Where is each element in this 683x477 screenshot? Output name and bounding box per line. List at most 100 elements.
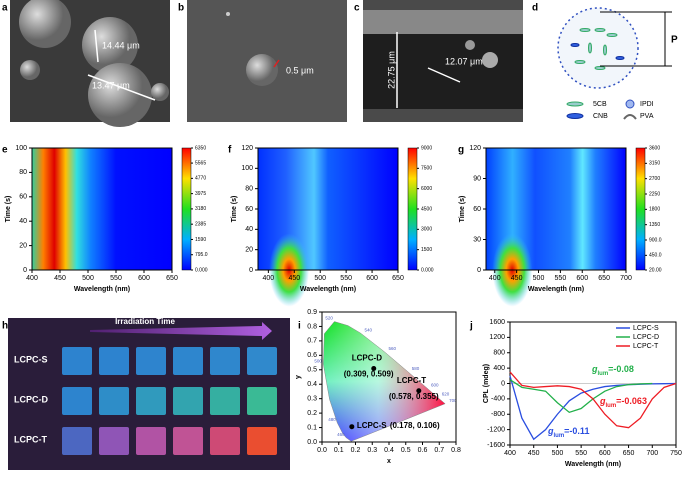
y-tick-label: 100 [15, 145, 27, 152]
colorbar-label: 0.000 [421, 267, 434, 273]
wavelength-label: 480 [328, 417, 336, 422]
x-axis-title: Wavelength (nm) [528, 286, 584, 293]
y-tick-label: 1200 [489, 334, 505, 341]
y-tick-label: 30 [473, 236, 481, 243]
molecules [570, 28, 625, 70]
sphere [246, 54, 278, 86]
y-tick-label: 0.1 [307, 424, 317, 431]
colorbar-label: 20.00 [649, 267, 662, 273]
y-tick-label: 400 [493, 365, 505, 372]
x-tick-label: 500 [533, 275, 545, 282]
x-tick-label: 0.7 [434, 447, 444, 454]
wavelength-label: 580 [412, 366, 420, 371]
x-tick-label: 400 [26, 275, 38, 282]
legend-icon [566, 113, 584, 119]
y-tick-label: 80 [245, 186, 253, 193]
sample [62, 347, 92, 375]
annotation: glum=-0.063 [599, 396, 647, 408]
x-axis-title: Wavelength (nm) [300, 286, 356, 293]
annotation: 13.47 μm [92, 80, 130, 90]
y-tick-label: 0.7 [307, 338, 317, 345]
row-label: LCPC-D [14, 394, 48, 404]
y-tick-label: 40 [245, 226, 253, 233]
sphere [20, 60, 40, 80]
x-tick-label: 450 [511, 275, 523, 282]
row-label: LCPC-T [14, 434, 47, 444]
x-tick-label: 650 [392, 275, 404, 282]
x-tick-label: 0.0 [317, 447, 327, 454]
panel-label: f [228, 145, 232, 156]
legend-label: LCPC-D [633, 334, 659, 341]
x-tick-label: 650 [623, 450, 635, 457]
legend-label: 5CB [593, 101, 607, 108]
sample [99, 427, 129, 455]
colorbar-label: 1350 [649, 222, 660, 228]
x-tick-label: 0.4 [384, 447, 394, 454]
sample [136, 347, 166, 375]
annotation: 0.5 μm [286, 65, 314, 75]
colorbar-label: 9000 [421, 145, 432, 151]
annotation: 14.44 μm [102, 40, 140, 50]
film-layer [363, 34, 523, 109]
point-label: (0.578, 0.355) [389, 392, 439, 401]
annotation-sub: lum [598, 371, 609, 377]
colorbar-label: 2700 [649, 176, 660, 182]
colorbar-label: 450.0 [649, 253, 662, 259]
y-tick-label: -400 [491, 396, 505, 403]
y-tick-label: -1600 [487, 442, 505, 449]
colorbar-label: 795.0 [195, 252, 208, 258]
measure [94, 29, 99, 63]
sample [136, 427, 166, 455]
x-tick-label: 600 [576, 275, 588, 282]
colorbar-label: 7500 [421, 166, 432, 172]
series-line [509, 371, 677, 429]
point-name: LCPC-D [352, 354, 382, 363]
colorbar-label: 1590 [195, 237, 206, 243]
point-label: (0.178, 0.106) [390, 421, 440, 430]
annotation: glum=-0.08 [591, 364, 634, 376]
wavelength-label: 600 [431, 382, 439, 387]
y-axis-title: Time (s) [459, 196, 466, 223]
sphere [82, 17, 138, 73]
wavelength-label: 460 [337, 432, 345, 437]
y-tick-label: -800 [491, 411, 505, 418]
legend-label: CNB [593, 113, 608, 120]
wavelength-label: 520 [325, 316, 333, 321]
y-axis-title: Time (s) [231, 196, 238, 223]
x-tick-label: 700 [620, 275, 632, 282]
legend-label: LCPC-T [633, 343, 659, 350]
x-tick-label: 450 [54, 275, 66, 282]
sample [136, 387, 166, 415]
colorbar-label: 2385 [195, 222, 206, 228]
y-axis-title: y [295, 375, 302, 379]
gamut [323, 321, 446, 442]
colorbar-label: 3180 [195, 206, 206, 212]
point-name: LCPC-S [357, 421, 387, 430]
colorbar-label: 6000 [421, 186, 432, 192]
colorbar-label: 5565 [195, 160, 206, 166]
sample [210, 347, 240, 375]
panel-label: e [2, 145, 8, 156]
y-tick-label: 0 [501, 380, 505, 387]
y-tick-label: 60 [473, 206, 481, 213]
annotation: glum=-0.11 [547, 426, 589, 438]
point [349, 424, 355, 430]
y-tick-label: 20 [245, 247, 253, 254]
panel-label: g [458, 145, 464, 156]
panel-label: b [178, 3, 184, 14]
sample [173, 387, 203, 415]
panel-label: j [469, 321, 473, 332]
measure [427, 67, 461, 83]
sample [173, 347, 203, 375]
sample [173, 427, 203, 455]
measure [87, 74, 156, 101]
x-tick-label: 550 [340, 275, 352, 282]
sample [62, 387, 92, 415]
colorbar-label: 6350 [195, 145, 206, 151]
y-tick-label: 1600 [489, 319, 505, 326]
y-tick-label: 60 [245, 206, 253, 213]
y-tick-label: 60 [19, 194, 27, 201]
x-axis-title: x [387, 458, 391, 465]
pitch-label: P [671, 35, 678, 46]
